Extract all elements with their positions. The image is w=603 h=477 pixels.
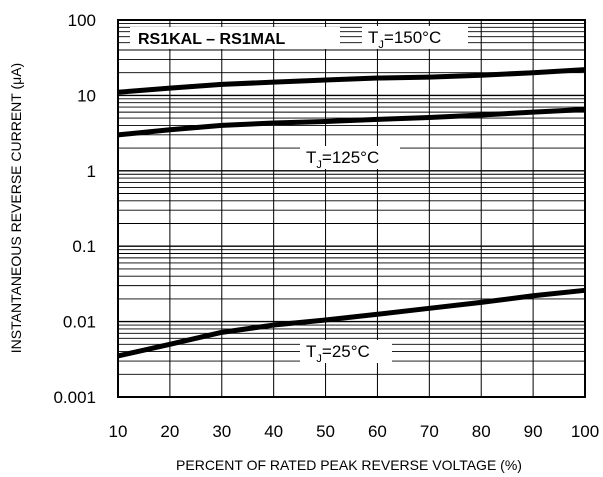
series-label-box	[300, 146, 400, 169]
chart-title: RS1KAL – RS1MAL	[138, 31, 286, 48]
title-box	[130, 27, 340, 49]
y-tick-label: 0.01	[63, 313, 96, 332]
y-tick-label: 100	[68, 11, 96, 30]
plot-frame	[117, 19, 586, 398]
y-axis-label: INSTANTANEOUS REVERSE CURRENT (μA)	[8, 63, 24, 353]
x-tick-label: 90	[524, 422, 543, 441]
series-lines	[117, 67, 586, 359]
series-label-box	[300, 340, 392, 363]
x-tick-label: 70	[420, 422, 439, 441]
y-tick-labels: 0.001 0.01 0.1 1 10 100	[53, 11, 96, 407]
x-tick-labels: 10 20 30 40 50 60 70 80 90 100	[109, 422, 600, 441]
y-tick-label: 0.001	[53, 388, 96, 407]
x-axis-label: PERCENT OF RATED PEAK REVERSE VOLTAGE (%…	[176, 457, 522, 473]
series-line-0	[117, 67, 586, 95]
series-label-0: TJ=150°C	[368, 28, 441, 51]
x-tick-label: 10	[109, 422, 128, 441]
x-tick-label: 50	[316, 422, 335, 441]
series-line-2	[117, 287, 586, 359]
y-tick-label: 10	[77, 86, 96, 105]
x-tick-label: 40	[264, 422, 283, 441]
x-tick-label: 20	[160, 422, 179, 441]
x-tick-label: 30	[212, 422, 231, 441]
series-label-box	[362, 26, 468, 49]
y-tick-label: 1	[87, 162, 96, 181]
series-labels: TJ=150°C TJ=125°C TJ=25°C	[300, 26, 468, 365]
series-line-1	[117, 107, 586, 138]
chart-titles: RS1KAL – RS1MAL PERCENT OF RATED PEAK RE…	[8, 27, 522, 473]
series-label-2: TJ=25°C	[306, 342, 370, 365]
x-tick-label: 80	[472, 422, 491, 441]
x-tick-label: 60	[368, 422, 387, 441]
y-tick-label: 0.1	[72, 237, 96, 256]
x-tick-label: 100	[571, 422, 599, 441]
series-label-1: TJ=125°C	[306, 148, 379, 171]
